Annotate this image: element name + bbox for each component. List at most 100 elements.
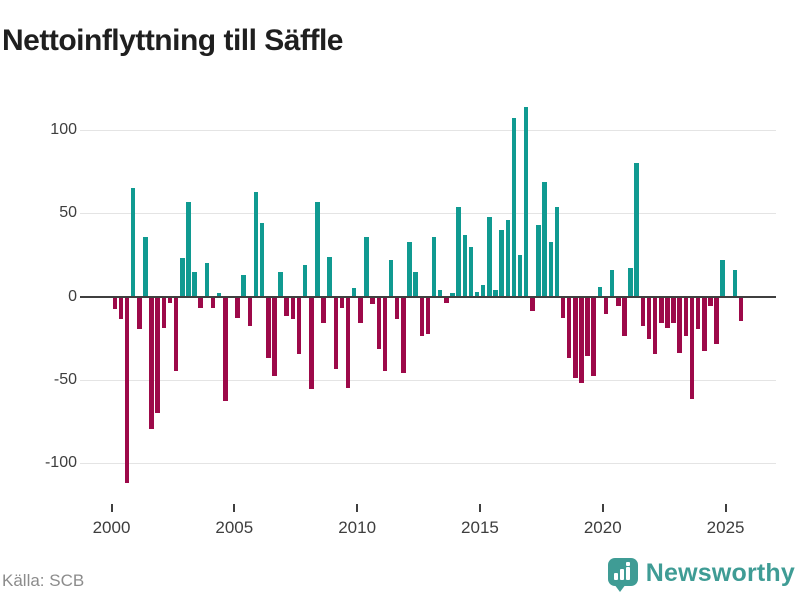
x-axis-label-2010: 2010 <box>338 518 377 537</box>
gridline-50 <box>80 212 776 214</box>
y-axis-label: -50 <box>53 371 77 388</box>
bar-2000-q41 <box>364 236 369 297</box>
bar-2000-q56 <box>456 206 461 297</box>
bar-2000-q32 <box>309 297 314 390</box>
x-axis-label-2025: 2025 <box>706 518 745 537</box>
bar-2000-q37 <box>339 297 345 308</box>
zero-axis-line <box>80 295 776 298</box>
bar-2000-q72 <box>554 206 560 297</box>
bar-2000-q44 <box>382 297 388 371</box>
bar-2000-q20 <box>235 297 240 318</box>
bar-2000-q59 <box>474 291 480 297</box>
bar-2000-q26 <box>272 297 277 376</box>
bar-2000-q33 <box>315 201 320 297</box>
gridline--50 <box>80 379 776 381</box>
x-axis-tick-2000 <box>110 504 113 512</box>
bar-2000-q5 <box>143 236 148 297</box>
x-axis-tick-2020 <box>601 504 604 512</box>
bar-2000-q54 <box>444 297 449 303</box>
bar-2000-q52 <box>431 236 437 297</box>
bar-2000-q47 <box>401 297 406 373</box>
bar-2000-q66 <box>517 255 523 297</box>
bar-2000-q71 <box>548 241 553 297</box>
bar-2000-q0 <box>112 297 117 310</box>
bar-2000-q101 <box>732 270 738 297</box>
gridline-100 <box>80 129 776 131</box>
bar-2000-q84 <box>628 268 633 297</box>
bar-2000-q17 <box>216 293 222 297</box>
bar-2000-q55 <box>450 293 455 297</box>
bar-2000-q65 <box>511 118 517 297</box>
bar-2000-q89 <box>659 297 664 323</box>
bar-2000-q15 <box>204 263 210 297</box>
bar-2000-q24 <box>259 223 265 297</box>
bar-2000-q67 <box>523 106 529 297</box>
bar-2000-q8 <box>161 297 167 328</box>
bar-2000-q34 <box>321 297 326 323</box>
x-axis-tick-2015 <box>478 504 481 512</box>
bar-2000-q29 <box>290 297 296 320</box>
bar-2000-q28 <box>284 297 289 316</box>
bar-2000-q57 <box>462 235 468 297</box>
bar-2000-q73 <box>560 297 566 318</box>
bar-2000-q12 <box>186 201 191 297</box>
y-axis-label: 100 <box>50 121 77 139</box>
bar-2000-q36 <box>333 297 339 370</box>
bar-2000-q58 <box>468 246 474 297</box>
bar-2000-q16 <box>210 297 216 308</box>
bar-2000-q75 <box>573 297 578 378</box>
bar-2000-q13 <box>192 271 197 297</box>
bar-2000-q4 <box>137 297 142 330</box>
bar-2000-q25 <box>266 297 271 358</box>
bar-2000-q22 <box>247 297 253 326</box>
bar-2000-q53 <box>437 290 443 297</box>
y-axis-label: -100 <box>44 454 77 472</box>
x-axis-label-2020: 2020 <box>583 518 622 537</box>
bar-2000-q49 <box>413 271 418 297</box>
bar-2000-q83 <box>622 297 627 336</box>
bar-2000-q93 <box>683 297 689 336</box>
bar-2000-q40 <box>358 297 363 323</box>
bar-2000-q21 <box>241 275 246 297</box>
bar-2000-q87 <box>646 297 652 340</box>
bar-2000-q78 <box>591 297 596 376</box>
bar-2000-q38 <box>345 297 351 388</box>
bar-2000-q69 <box>536 225 541 297</box>
bar-2000-q82 <box>616 297 621 307</box>
bar-2000-q51 <box>425 297 431 335</box>
bar-2000-q102 <box>738 297 744 321</box>
x-axis-label-2000: 2000 <box>92 518 131 537</box>
bar-2000-q96 <box>702 297 707 351</box>
bar-2000-q77 <box>585 297 590 356</box>
bar-2000-q18 <box>223 297 228 401</box>
bar-2000-q80 <box>603 297 609 315</box>
bar-2000-q85 <box>634 163 639 297</box>
bar-2000-q86 <box>640 297 646 326</box>
bar-2000-q7 <box>155 297 160 413</box>
bar-2000-q74 <box>566 297 572 358</box>
bar-2000-q35 <box>327 256 332 297</box>
newsworthy-wordmark: Newsworthy <box>645 558 795 587</box>
bar-2000-q42 <box>370 297 375 305</box>
bar-2000-q62 <box>493 290 498 297</box>
bar-2000-q76 <box>579 297 584 383</box>
bar-2000-q60 <box>480 285 486 297</box>
bar-2000-q64 <box>505 220 511 297</box>
bar-2000-q92 <box>677 297 682 353</box>
bar-2000-q50 <box>419 297 425 336</box>
bar-2000-q61 <box>487 216 492 297</box>
x-axis-tick-2010 <box>356 504 359 512</box>
bar-2000-q91 <box>671 297 676 323</box>
bar-2000-q79 <box>597 286 603 297</box>
bar-2000-q43 <box>376 297 382 350</box>
bar-2000-q94 <box>689 297 695 400</box>
source-label: Källa: SCB <box>2 571 85 590</box>
bar-2000-q99 <box>720 260 725 297</box>
x-axis-tick-2005 <box>233 504 236 512</box>
bar-2000-q70 <box>542 181 547 297</box>
bar-2000-q39 <box>351 288 357 297</box>
bar-2000-q9 <box>167 297 173 303</box>
bar-2000-q30 <box>296 297 302 355</box>
bar-2000-q31 <box>302 265 308 297</box>
net-migration-bar-chart: 100 50 0 -50 -100 2000 2005 2010 2015 2020 2025 <box>44 106 776 537</box>
